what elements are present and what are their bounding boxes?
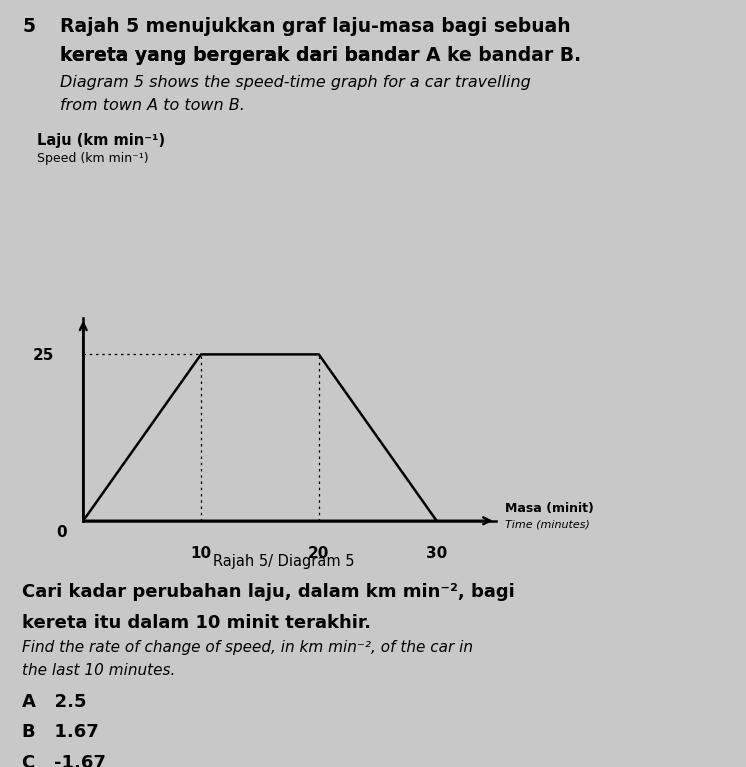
Text: Find the rate of change of speed, in km min⁻², of the car in: Find the rate of change of speed, in km …: [22, 640, 474, 656]
Text: kereta yang bergerak dari bandar: kereta yang bergerak dari bandar: [60, 46, 426, 65]
Text: Rajah 5 menujukkan graf laju-masa bagi sebuah: Rajah 5 menujukkan graf laju-masa bagi s…: [60, 17, 570, 36]
Text: Diagram 5 shows the speed-time graph for a car travelling: Diagram 5 shows the speed-time graph for…: [60, 75, 530, 91]
Text: C   -1.67: C -1.67: [22, 754, 106, 767]
Text: kereta yang bergerak dari bandar      ke bandar  .: kereta yang bergerak dari bandar ke band…: [60, 46, 584, 65]
Text: Rajah 5/ Diagram 5: Rajah 5/ Diagram 5: [213, 554, 354, 569]
Text: Speed (km min⁻¹): Speed (km min⁻¹): [37, 153, 149, 166]
Text: kereta yang bergerak dari bandar A ke bandar B.: kereta yang bergerak dari bandar A ke ba…: [60, 46, 581, 65]
Text: Laju (km min⁻¹): Laju (km min⁻¹): [37, 133, 166, 148]
Text: Cari kadar perubahan laju, dalam km min⁻², bagi: Cari kadar perubahan laju, dalam km min⁻…: [22, 583, 515, 601]
Text: 5: 5: [22, 17, 35, 36]
Text: Time (minutes): Time (minutes): [505, 519, 590, 529]
Text: from town A to town B.: from town A to town B.: [60, 98, 245, 114]
Text: kereta itu dalam 10 minit terakhir.: kereta itu dalam 10 minit terakhir.: [22, 614, 372, 631]
Text: Masa (minit): Masa (minit): [505, 502, 594, 515]
Text: 0: 0: [57, 525, 67, 540]
Text: B   1.67: B 1.67: [22, 723, 99, 741]
Text: the last 10 minutes.: the last 10 minutes.: [22, 663, 176, 679]
Text: A   2.5: A 2.5: [22, 693, 87, 710]
